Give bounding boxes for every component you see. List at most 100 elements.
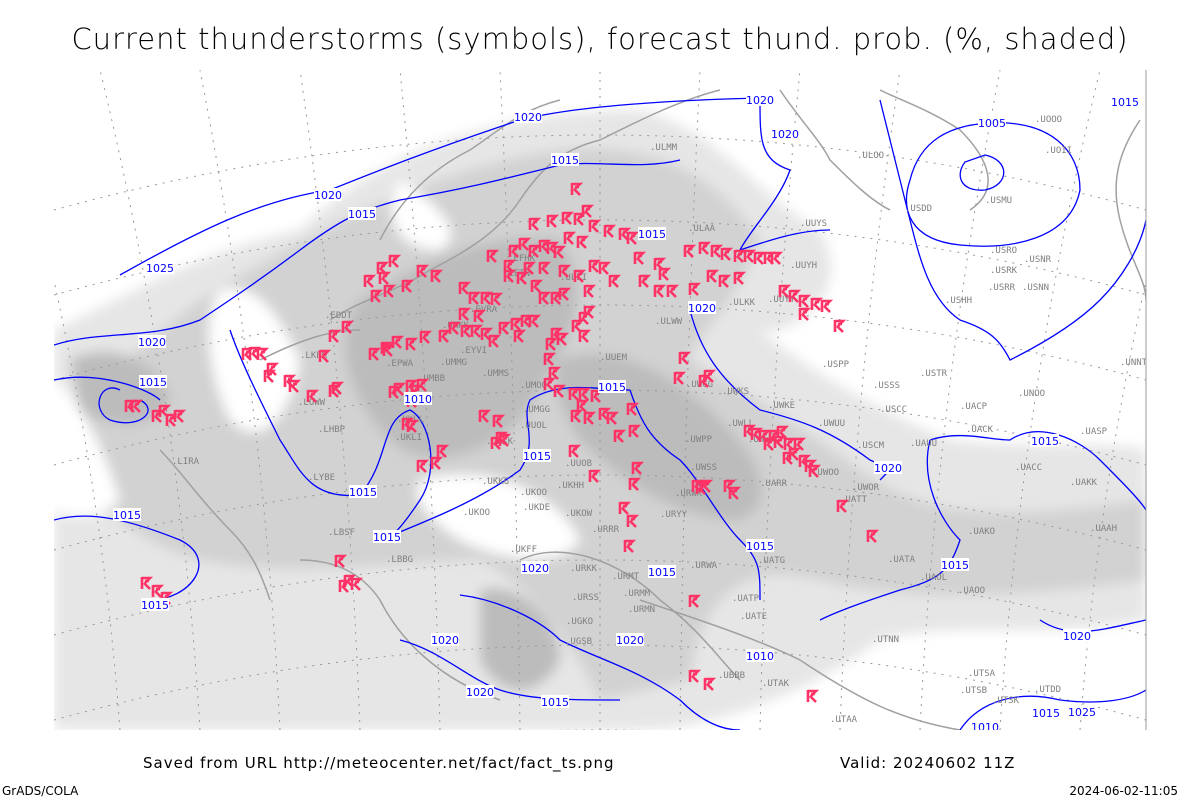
isobar-label-bg [771, 127, 799, 140]
thunderstorm-symbol-icon [538, 291, 552, 305]
isobar-label: 1010 [404, 393, 432, 406]
station-label: .UWLL [727, 419, 754, 429]
source-url-text: Saved from URL http://meteocenter.net/fa… [143, 754, 615, 772]
thunderstorm-symbol-icon [710, 244, 724, 258]
station-label: .UWWW [748, 435, 776, 445]
isobar-line [54, 376, 161, 401]
station-label: .UMBB [418, 374, 445, 384]
isobar-label: 1015 [746, 540, 774, 553]
station-label: .URMT [612, 572, 640, 582]
isobar-label: 1015 [941, 559, 969, 572]
thunderstorm-symbol-icon [606, 411, 620, 425]
thunderstorm-symbol-icon [631, 461, 645, 475]
thunderstorm-symbol-icon [783, 437, 797, 451]
thunderstorm-symbol-icon [583, 284, 597, 298]
thunderstorm-symbol-icon [370, 289, 384, 303]
thunderstorm-symbol-icon [338, 579, 352, 593]
thunderstorm-symbol-icon [583, 411, 597, 425]
thunderstorm-symbol-icon [573, 212, 587, 226]
station-label: .UTAA [830, 715, 858, 725]
isobar-label: 1015 [1031, 435, 1059, 448]
shading-area [417, 474, 580, 559]
isobar-line [229, 329, 631, 541]
isobar-label: 1020 [616, 634, 644, 647]
station-label: .UAAH [1090, 524, 1117, 534]
station-label: .UMGG [523, 405, 550, 415]
isobar-label-bg [638, 227, 666, 240]
software-credit: GrADS/COLA [2, 784, 79, 798]
thunderstorm-symbol-icon [658, 267, 672, 281]
thunderstorm-symbol-icon [528, 217, 542, 231]
thunderstorm-symbol-icon [503, 269, 517, 283]
thunderstorm-symbol-icon [478, 409, 492, 423]
station-label: .USCM [857, 441, 885, 451]
station-label: .UUYS [800, 219, 827, 229]
station-label: .UUOB [565, 459, 592, 469]
station-label: .LYBE [308, 473, 335, 483]
isobar-label-bg [146, 261, 174, 274]
coastline [779, 89, 891, 211]
parallel-line [54, 559, 1146, 636]
isobar-label-bg [521, 561, 549, 574]
thunderstorm-symbol-icon [553, 245, 567, 259]
thunderstorm-symbol-icon [718, 274, 732, 288]
thunderstorm-symbol-icon [263, 369, 277, 383]
thunderstorm-symbol-icon [545, 337, 559, 351]
isobar-label: 1020 [746, 94, 774, 107]
thunderstorm-symbol-icon [350, 577, 364, 591]
isobar-label-bg [1031, 434, 1059, 447]
coastline [159, 449, 271, 601]
station-label: .UMMS [482, 369, 509, 379]
meridian-line [299, 70, 361, 730]
thunderstorm-symbol-icon [383, 284, 397, 298]
station-label: .UTSB [960, 686, 987, 696]
thunderstorm-symbol-icon [318, 349, 332, 363]
thunderstorm-symbol-icon [688, 594, 702, 608]
thunderstorm-symbol-icon [703, 677, 717, 691]
shading-area [209, 288, 300, 432]
isobar-label: 1020 [314, 189, 342, 202]
thunderstorm-symbol-icon [576, 235, 590, 249]
thunderstorm-symbol-icon [416, 264, 430, 278]
isobar-label: 1015 [541, 696, 569, 709]
generation-timestamp: 2024-06-02-11:05 [1069, 784, 1178, 798]
thunderstorm-symbol-icon [753, 251, 767, 265]
station-label: .URKK [570, 564, 598, 574]
thunderstorm-symbol-icon [688, 282, 702, 296]
thunderstorm-symbol-icon [563, 231, 577, 245]
thunderstorm-symbol-icon [473, 309, 487, 323]
isobar-label: 1015 [648, 566, 676, 579]
isobar-label: 1015 [638, 228, 666, 241]
station-label: .UTSK [992, 696, 1020, 706]
isobar-label: 1020 [514, 111, 542, 124]
isobar-line [738, 99, 831, 252]
isobar-label: 1020 [1063, 630, 1091, 643]
station-label: .UGKO [566, 617, 593, 627]
thunderstorm-symbol-icon [543, 377, 557, 391]
station-label: .UKOW [565, 509, 593, 519]
thunderstorm-symbol-icon [700, 479, 714, 493]
thunderstorm-symbol-icon [598, 261, 612, 275]
thunderstorm-symbol-icon [623, 539, 637, 553]
valid-time-text: Valid: 20240602 11Z [840, 754, 1016, 772]
thunderstorm-symbol-icon [380, 341, 394, 355]
coastline [879, 89, 989, 211]
station-label: .UAKK [1070, 478, 1098, 488]
thunderstorm-symbol-icon [510, 317, 524, 331]
station-label: .LKPR [300, 351, 328, 361]
station-label: .UATG [758, 556, 785, 566]
thunderstorm-symbol-icon [401, 417, 415, 431]
thunderstorm-symbol-icon [578, 311, 592, 325]
isobar-label-bg [598, 380, 626, 393]
isobar-label-bg [314, 188, 342, 201]
thunderstorm-symbol-icon [578, 329, 592, 343]
coastlines [159, 89, 1146, 730]
isobar-label: 1015 [139, 376, 167, 389]
thunderstorm-symbol-icon [626, 231, 640, 245]
parallel-line [54, 134, 1146, 211]
thunderstorm-symbol-icon [798, 307, 812, 321]
isobar-label: 1015 [1111, 96, 1139, 109]
thunderstorm-symbol-icon [720, 247, 734, 261]
thunderstorm-symbol-icon [416, 459, 430, 473]
station-label: .UMOO [520, 381, 547, 391]
